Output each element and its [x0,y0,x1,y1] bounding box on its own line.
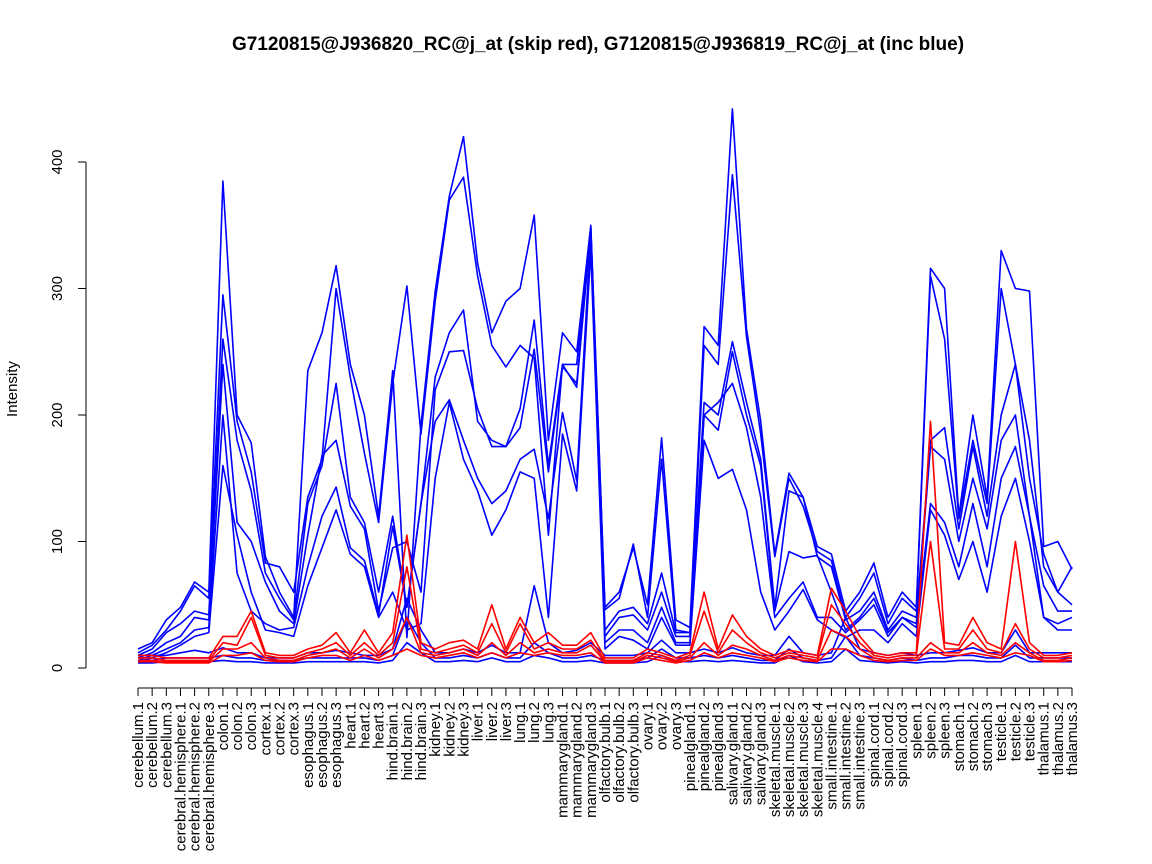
x-tick-label: skeletal.muscle.4 [809,702,826,817]
y-tick-label: 200 [49,402,66,427]
x-tick-label: heart.3 [371,702,388,749]
x-tick-label: hind.brain.1 [385,702,402,780]
x-tick-label: liver.1 [470,702,487,741]
x-tick-label: stomach.2 [965,702,982,771]
x-tick-label: cerebellum.1 [130,702,147,788]
x-tick-label: kidney.3 [455,702,472,757]
x-tick-label: spleen.2 [922,702,939,759]
x-tick-label: esophagus.3 [328,702,345,788]
x-tick-label: pinealgland.2 [696,702,713,791]
x-tick-label: cerebral.hemisphere.3 [201,702,218,851]
y-tick-label: 300 [49,276,66,301]
x-tick-label: esophagus.1 [300,702,317,788]
x-tick-label: pinealgland.3 [710,702,727,791]
x-tick-label: lung.2 [526,702,543,743]
x-tick-label: cerebellum.2 [144,702,161,788]
x-tick-label: cortex.1 [257,702,274,755]
x-tick-label: ovary.3 [668,702,685,750]
x-tick-label: olfactory.bulb.2 [611,702,628,803]
x-tick-label: spinal.cord.2 [880,702,897,787]
x-tick-label: thalamus.2 [1050,702,1067,775]
x-tick-label: skeletal.muscle.2 [781,702,798,817]
series-line-inc-1 [137,108,1073,650]
x-axis: cerebellum.1cerebellum.2cerebellum.3cere… [130,687,1081,851]
x-tick-label: salivary.gland.1 [724,702,741,805]
x-tick-label: liver.3 [498,702,515,741]
x-tick-label: salivary.gland.3 [753,702,770,805]
x-tick-label: ovary.2 [654,702,671,750]
x-tick-label: thalamus.3 [1064,702,1081,775]
x-tick-label: pinealgland.1 [682,702,699,791]
x-tick-label: lung.1 [512,702,529,743]
series-line-skip-13 [138,648,1073,664]
x-tick-label: spinal.cord.3 [894,702,911,787]
x-tick-label: olfactory.bulb.1 [597,702,614,803]
x-tick-label: liver.2 [484,702,501,741]
x-tick-label: colon.3 [243,702,260,750]
chart-title: G7120815@J936820_RC@j_at (skip red), G71… [232,34,964,55]
y-axis-label: Intensity [4,361,21,417]
x-tick-label: heart.2 [356,702,373,749]
x-tick-label: salivary.gland.2 [739,702,756,805]
x-tick-label: testicle.1 [993,702,1010,761]
x-tick-label: hind.brain.2 [399,702,416,780]
x-tick-label: colon.2 [229,702,246,750]
x-tick-label: skeletal.muscle.1 [767,702,784,817]
x-tick-label: olfactory.bulb.3 [625,702,642,803]
x-tick-label: thalamus.1 [1036,702,1053,775]
x-tick-label: mammarygland.3 [583,702,600,818]
y-tick-label: 0 [49,664,66,672]
x-tick-label: small.intestine.3 [852,702,869,810]
x-tick-label: colon.1 [215,702,232,750]
x-tick-label: spleen.3 [937,702,954,759]
series-line-inc-6 [137,249,1072,663]
x-tick-label: cerebral.hemisphere.2 [187,702,204,851]
y-tick-label: 400 [49,149,66,174]
x-tick-label: cerebral.hemisphere.1 [172,702,189,851]
x-tick-label: ovary.1 [639,702,656,750]
x-tick-label: testicle.2 [1007,702,1024,761]
y-tick-label: 100 [49,529,66,554]
series-line-inc-2 [137,173,1073,654]
x-tick-label: lung.3 [540,702,557,743]
x-tick-label: spinal.cord.1 [866,702,883,787]
x-tick-label: cortex.2 [272,702,289,755]
plot-area [137,108,1073,664]
x-tick-label: kidney.2 [441,702,458,757]
series-line-skip-11 [138,540,1073,662]
x-tick-label: cortex.3 [286,702,303,755]
x-tick-label: cerebellum.3 [158,702,175,788]
x-tick-label: small.intestine.1 [823,702,840,810]
x-tick-label: heart.1 [342,702,359,749]
x-tick-label: stomach.1 [951,702,968,771]
x-tick-label: kidney.1 [427,702,444,757]
x-tick-label: mammarygland.2 [569,702,586,818]
x-tick-label: testicle.3 [1022,702,1039,761]
x-tick-label: stomach.3 [979,702,996,771]
y-axis: 0 100 200 300 400 [49,149,87,672]
x-tick-label: skeletal.muscle.3 [795,702,812,817]
x-tick-label: small.intestine.2 [838,702,855,810]
x-tick-label: mammarygland.1 [555,702,572,818]
x-tick-label: hind.brain.3 [413,702,430,780]
series-line-skip-12 [138,616,1073,663]
x-tick-label: esophagus.2 [314,702,331,788]
x-tick-label: spleen.1 [908,702,925,759]
